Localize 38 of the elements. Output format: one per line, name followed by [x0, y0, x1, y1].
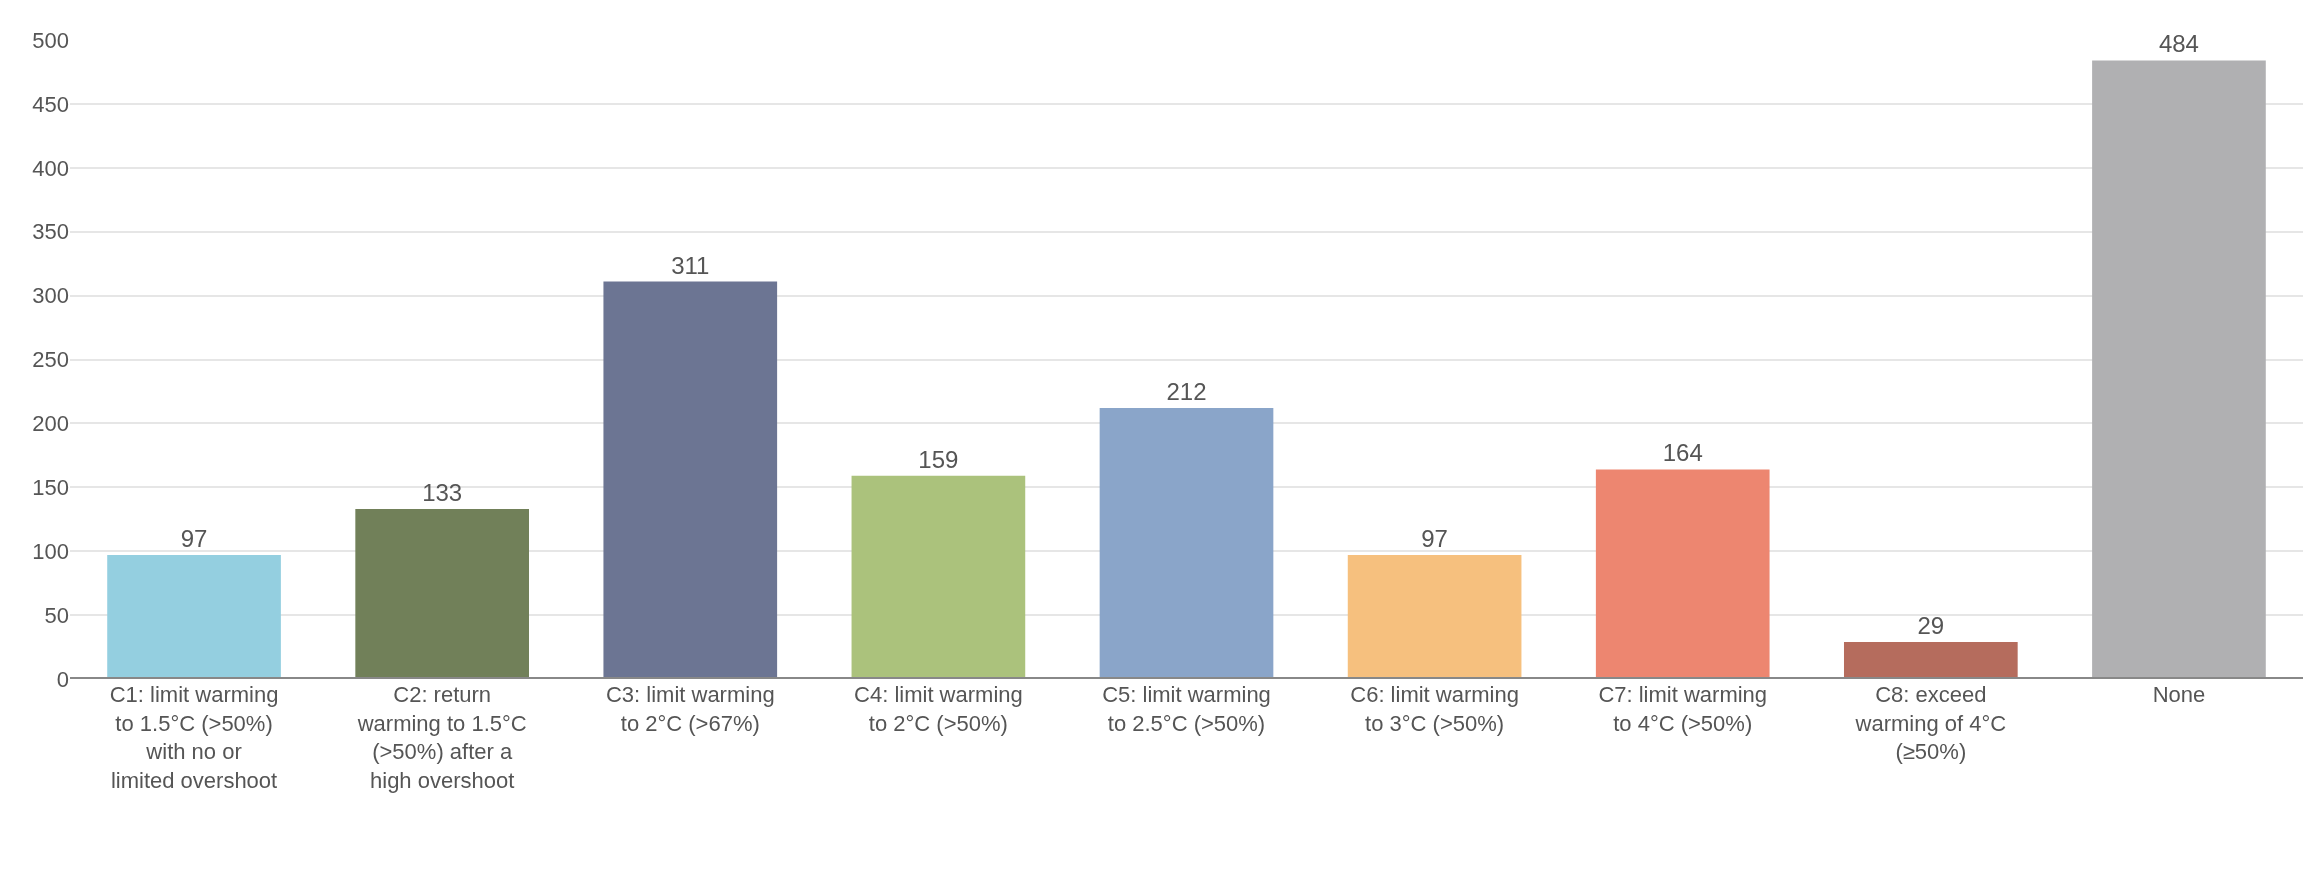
bar — [355, 509, 530, 679]
data-label: 133 — [422, 479, 463, 507]
y-tick-label: 400 — [32, 155, 69, 181]
y-tick-label: 300 — [32, 283, 69, 309]
bar — [851, 475, 1026, 679]
data-label: 212 — [1166, 378, 1207, 406]
x-tick-label: C5: limit warming to 2.5°C (>50%) — [1102, 682, 1271, 736]
y-tick-label: 0 — [56, 666, 69, 692]
data-label: 164 — [1662, 439, 1703, 467]
bar — [1099, 408, 1274, 679]
data-label: 29 — [1917, 611, 1945, 639]
bar — [1843, 641, 2018, 679]
x-tick-label: C8: exceed warming of 4°C (≥50%) — [1854, 682, 2007, 765]
data-label: 484 — [2158, 30, 2199, 58]
bar — [603, 281, 778, 679]
x-tick-label: C4: limit warming to 2°C (>50%) — [854, 682, 1023, 736]
x-tick-label: C2: return warming to 1.5°C (>50%) after a high overshoot — [356, 682, 527, 793]
y-tick-label: 500 — [32, 27, 69, 53]
data-label: 311 — [671, 251, 710, 279]
bar — [2092, 60, 2266, 679]
x-tick-label: C6: limit warming to 3°C (>50%) — [1350, 682, 1519, 736]
y-tick-label: 200 — [32, 411, 69, 437]
y-tick-label: 50 — [44, 602, 69, 628]
data-label: 97 — [180, 525, 208, 553]
y-tick-label: 250 — [32, 347, 69, 373]
bar — [107, 555, 281, 679]
x-tick-label: C1: limit warming to 1.5°C (>50%) with no or limited overshoot — [109, 682, 279, 793]
data-label: 159 — [918, 445, 959, 473]
x-tick-label: C7: limit warming to 4°C (>50%) — [1598, 682, 1768, 736]
bar — [1347, 555, 1522, 679]
x-tick-label: None — [2152, 682, 2206, 707]
y-tick-label: 450 — [32, 91, 69, 117]
y-tick-label: 100 — [32, 538, 69, 564]
x-tick-label: C3: limit warming to 2°C (>67%) — [605, 682, 775, 736]
y-tick-label: 150 — [32, 475, 69, 500]
y-tick-label: 350 — [32, 219, 69, 245]
bar — [1595, 469, 1770, 679]
data-label: 97 — [1421, 525, 1448, 553]
